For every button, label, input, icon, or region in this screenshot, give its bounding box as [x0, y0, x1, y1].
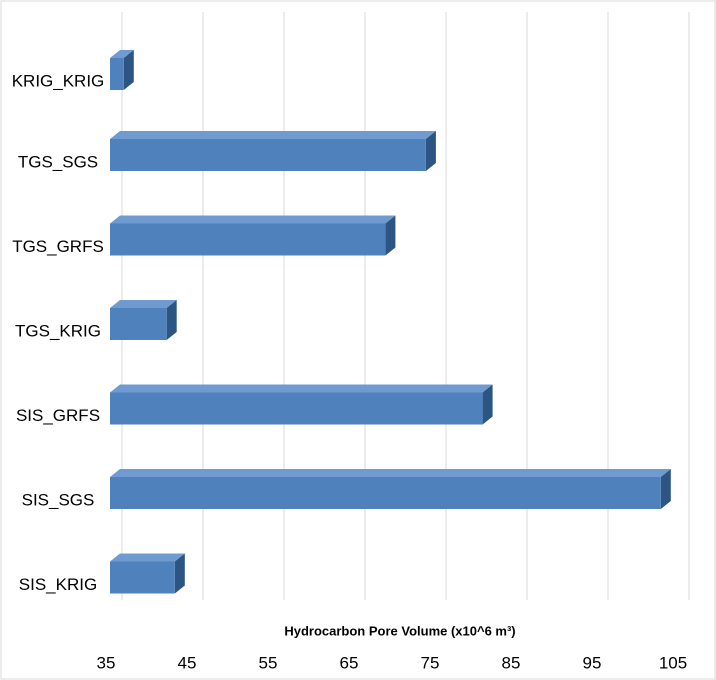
bar	[110, 392, 483, 425]
bar-side	[123, 50, 134, 90]
bar-side	[660, 469, 671, 509]
bar-side	[166, 300, 177, 340]
x-tick-label: 65	[340, 653, 359, 672]
bar-top	[110, 469, 671, 477]
bar-top	[110, 553, 185, 562]
bar-top	[110, 131, 436, 139]
bar-top	[110, 50, 134, 58]
bar	[110, 561, 175, 594]
y-tick-label: TGS_KRIG	[15, 321, 101, 340]
bar-top	[110, 215, 396, 224]
bar-side	[385, 215, 396, 256]
bar	[110, 477, 661, 509]
x-tick-label: 75	[421, 653, 440, 672]
y-tick-label: TGS_GRFS	[12, 237, 104, 256]
x-tick-label: 105	[659, 653, 687, 672]
bar-side	[482, 384, 493, 425]
y-tick-label: SIS_SGS	[22, 490, 95, 509]
y-tick-label: SIS_GRFS	[16, 406, 100, 425]
bar-side	[174, 553, 185, 594]
bar-top	[110, 384, 493, 393]
y-tick-label: SIS_KRIG	[19, 575, 97, 594]
x-axis-label: Hydrocarbon Pore Volume (x10^6 m³)	[284, 623, 515, 638]
bar	[110, 139, 426, 171]
bar	[110, 223, 386, 256]
x-tick-label: 95	[583, 653, 602, 672]
bar	[110, 58, 124, 90]
x-tick-label: 35	[97, 653, 116, 672]
bar-side	[425, 131, 436, 171]
bar-top	[110, 300, 177, 308]
x-tick-label: 45	[178, 653, 197, 672]
y-tick-label: TGS_SGS	[18, 152, 98, 171]
bar	[110, 308, 167, 340]
y-tick-label: KRIG_KRIG	[12, 71, 105, 90]
x-tick-label: 55	[259, 653, 278, 672]
x-tick-label: 85	[502, 653, 521, 672]
